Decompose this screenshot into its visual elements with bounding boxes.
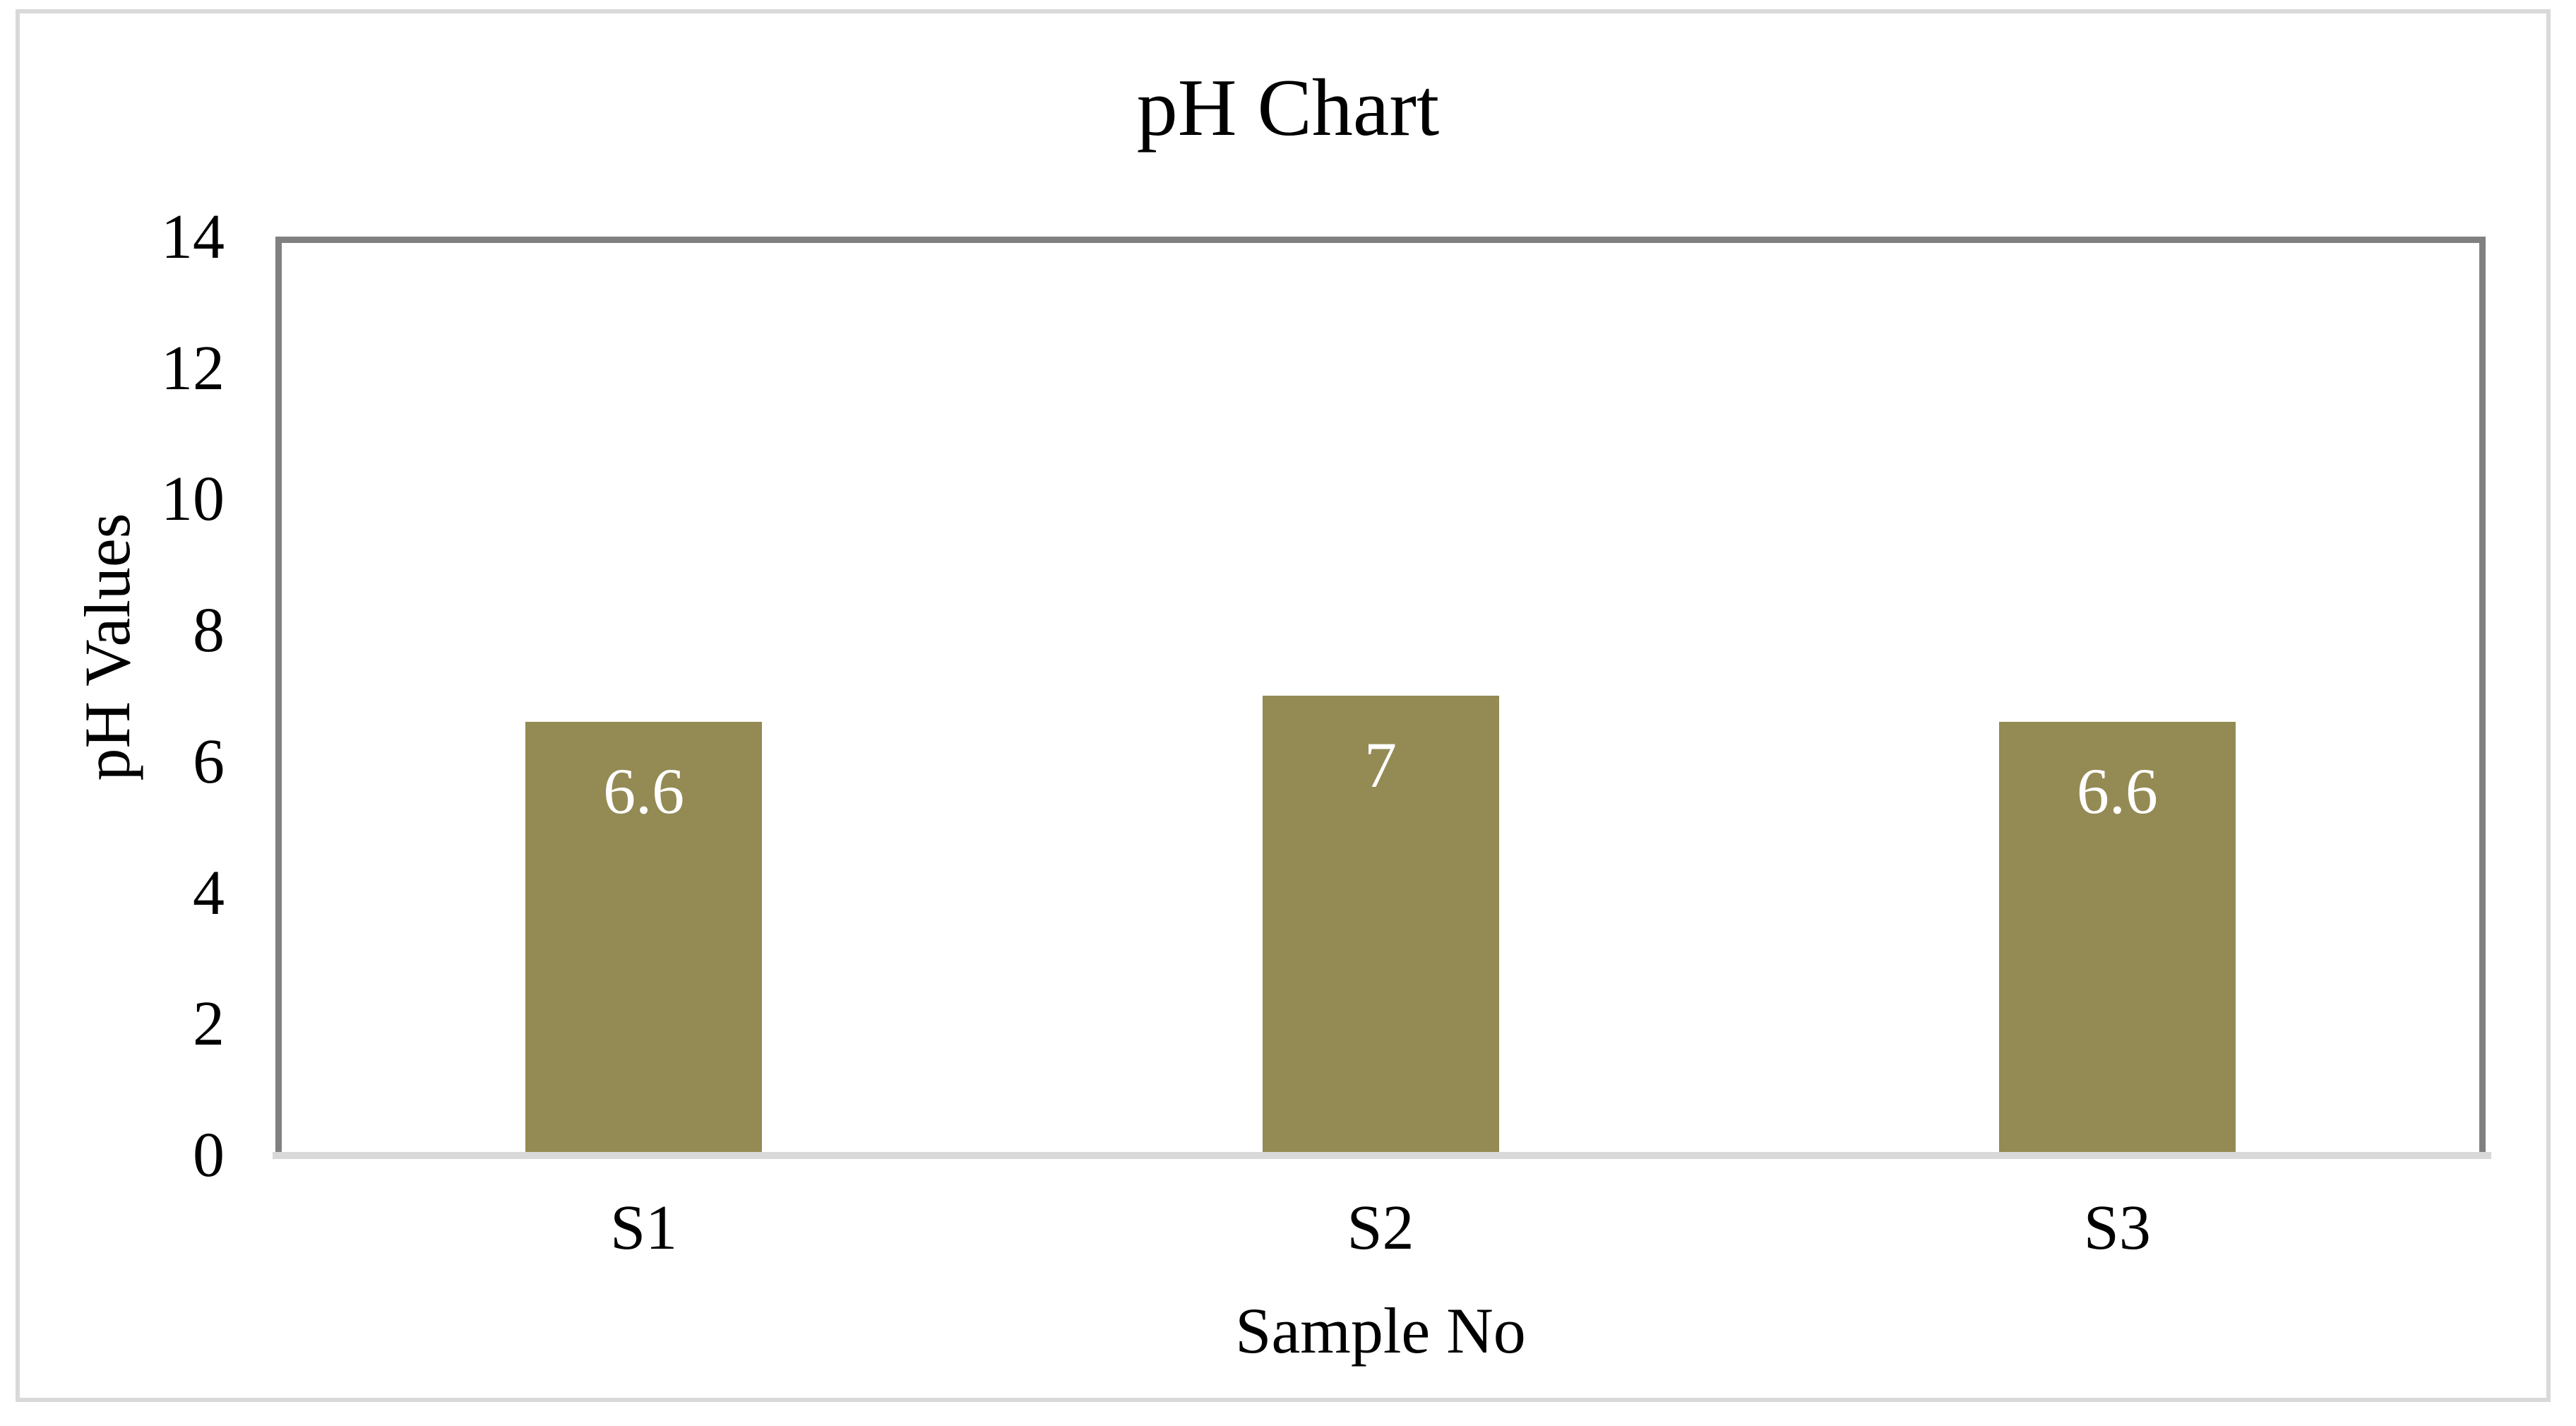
- y-axis-tick-label: 14: [161, 202, 225, 272]
- bar-S3: 6.6: [1998, 722, 2236, 1155]
- y-axis-tick-label: 8: [193, 595, 225, 666]
- x-axis-category-label: S2: [1347, 1193, 1414, 1263]
- y-axis-tick-label: 6: [193, 726, 225, 797]
- bar-value-label: 7: [1364, 729, 1397, 801]
- figure-border: [16, 9, 2551, 1402]
- bar-S1: 6.6: [525, 722, 763, 1155]
- y-axis-tick-label: 2: [193, 989, 225, 1059]
- y-axis-tick-label: 10: [161, 464, 225, 535]
- y-axis-tick-label: 0: [193, 1120, 225, 1190]
- x-axis-category-label: S1: [610, 1193, 678, 1263]
- x-axis-line: [273, 1152, 2491, 1159]
- y-axis-tick-label: 4: [193, 857, 225, 928]
- bar-S2: 7: [1262, 696, 1499, 1155]
- x-axis-title: Sample No: [1235, 1295, 1526, 1367]
- y-axis-tick-label: 12: [161, 333, 225, 403]
- x-axis-category-label: S3: [2083, 1193, 2151, 1263]
- bar-value-label: 6.6: [603, 755, 685, 828]
- chart-title: pH Chart: [1136, 63, 1440, 153]
- bar-value-label: 6.6: [2076, 755, 2158, 828]
